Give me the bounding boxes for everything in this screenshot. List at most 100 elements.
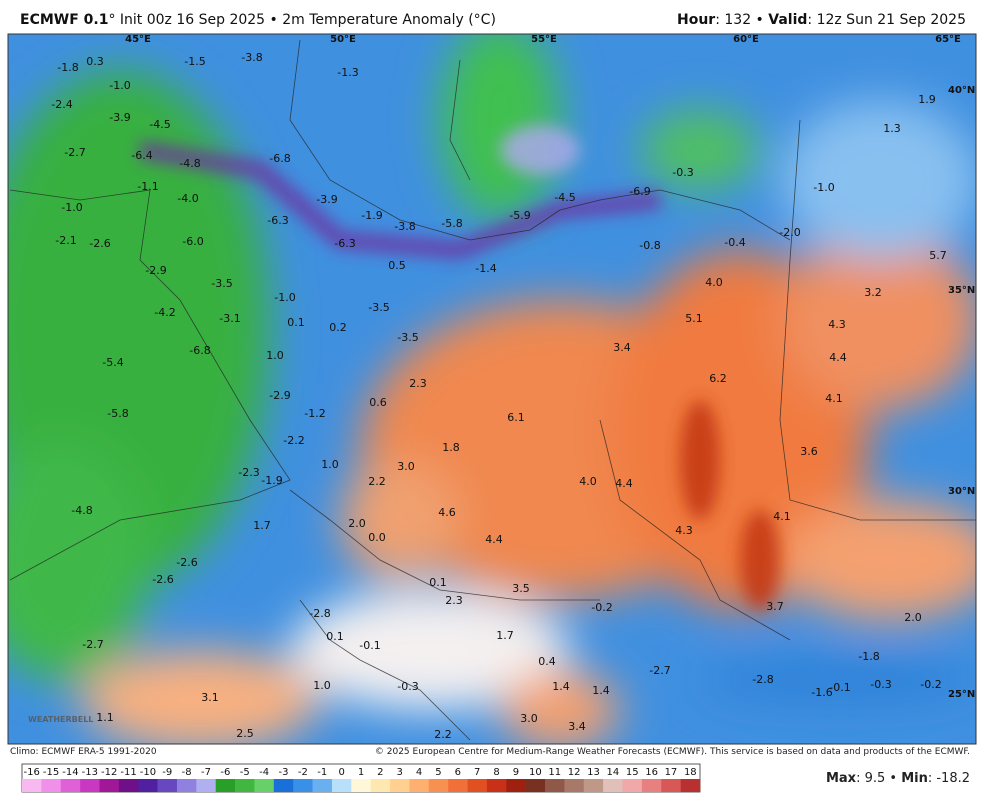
anomaly-label: -1.4: [475, 262, 496, 275]
colorbar-tick-label: -15: [43, 767, 59, 778]
anomaly-label: -0.1: [829, 681, 850, 694]
colorbar-tick-label: 3: [397, 767, 403, 778]
anomaly-label: 1.4: [552, 680, 570, 693]
valid-value: : 12z Sun 21 Sep 2025: [807, 12, 966, 28]
valid-info: Hour: 132 • Valid: 12z Sun 21 Sep 2025: [677, 12, 966, 28]
longitude-label: 50°E: [330, 34, 356, 45]
colorbar-cell: [564, 779, 585, 792]
latitude-label: 25°N: [948, 689, 975, 700]
anomaly-label: 4.0: [705, 276, 723, 289]
anomaly-label: -3.5: [211, 277, 232, 290]
colorbar-cell: [641, 779, 662, 792]
anomaly-label: 2.2: [368, 475, 386, 488]
anomaly-label: 0.1: [429, 576, 447, 589]
colorbar-cell: [118, 779, 139, 792]
title-rest: ° Init 00z 16 Sep 2025 • 2m Temperature …: [108, 12, 496, 28]
anomaly-label: -0.2: [591, 601, 612, 614]
colorbar-cell: [196, 779, 217, 792]
colorbar-tick-label: 18: [684, 767, 697, 778]
colorbar-cell: [331, 779, 352, 792]
anomaly-label: -6.0: [182, 235, 203, 248]
anomaly-label: -1.8: [57, 61, 78, 74]
anomaly-label: -3.8: [394, 220, 415, 233]
anomaly-label: -1.3: [337, 66, 358, 79]
anomaly-label: -1.0: [813, 181, 834, 194]
anomaly-label: -1.5: [184, 55, 205, 68]
colorbar-cell: [603, 779, 623, 792]
anomaly-label: 2.2: [434, 728, 452, 741]
anomaly-label: -5.9: [509, 209, 530, 222]
colorbar-tick-label: 17: [665, 767, 678, 778]
anomaly-label: 1.0: [313, 679, 331, 692]
anomaly-label: 4.6: [438, 506, 456, 519]
anomaly-label: -1.8: [858, 650, 879, 663]
anomaly-label: -1.0: [109, 79, 130, 92]
anomaly-label: 3.0: [520, 712, 538, 725]
colorbar-tick-label: 11: [548, 767, 561, 778]
anomaly-label: -3.5: [397, 331, 418, 344]
colorbar-tick-label: -8: [182, 767, 192, 778]
colorbar-cell: [390, 779, 410, 792]
anomaly-label: -4.0: [177, 192, 198, 205]
anomaly-label: -4.2: [154, 306, 175, 319]
anomaly-label: 1.0: [266, 349, 284, 362]
colorbar-tick-label: 6: [455, 767, 461, 778]
max-value: : 9.5 •: [856, 771, 902, 786]
colorbar-cell: [351, 779, 371, 792]
anomaly-label: 1.7: [496, 629, 514, 642]
anomaly-label: -4.8: [179, 157, 200, 170]
anomaly-label: 3.6: [800, 445, 818, 458]
colorbar-cell: [370, 779, 391, 792]
anomaly-label: -0.1: [359, 639, 380, 652]
min-label: Min: [901, 771, 928, 786]
colorbar-tick-label: -6: [220, 767, 230, 778]
anomaly-label: 0.3: [86, 55, 104, 68]
colorbar-tick-label: -9: [162, 767, 172, 778]
anomaly-label: -4.5: [554, 191, 575, 204]
copyright: © 2025 European Centre for Medium-Range …: [374, 747, 970, 757]
anomaly-label: -1.9: [261, 474, 282, 487]
anomaly-label: 3.1: [201, 691, 219, 704]
longitude-label: 65°E: [935, 34, 961, 45]
colorbar-tick-label: -5: [240, 767, 250, 778]
anomaly-label: -0.4: [724, 236, 745, 249]
colorbar-tick-label: -1: [317, 767, 327, 778]
anomaly-label: -6.3: [334, 237, 355, 250]
anomaly-label: -0.8: [639, 239, 660, 252]
anomaly-label: 4.0: [579, 475, 597, 488]
anomaly-label: -2.6: [152, 573, 173, 586]
anomaly-label: 6.1: [507, 411, 525, 424]
anomaly-label: -6.8: [189, 344, 210, 357]
anomaly-label: -1.2: [304, 407, 325, 420]
anomaly-label: 0.1: [326, 630, 344, 643]
colorbar-cell: [661, 779, 681, 792]
anomaly-label: 3.4: [568, 720, 586, 733]
anomaly-label: -6.8: [269, 152, 290, 165]
colorbar-tick-label: -11: [120, 767, 136, 778]
anomaly-label: 5.7: [929, 249, 947, 262]
anomaly-label: 4.1: [773, 510, 791, 523]
anomaly-label: 6.2: [709, 372, 727, 385]
anomaly-label: 0.5: [388, 259, 406, 272]
anomaly-label: 5.1: [685, 312, 703, 325]
anomaly-label: -2.6: [176, 556, 197, 569]
colorbar-cell: [622, 779, 643, 792]
colorbar-cell: [41, 779, 62, 792]
colorbar-tick-label: -13: [82, 767, 98, 778]
anomaly-label: 2.5: [236, 727, 254, 740]
max-min: Max: 9.5 • Min: -18.2: [826, 771, 970, 786]
colorbar-cell: [176, 779, 197, 792]
colorbar-tick-label: -12: [101, 767, 117, 778]
anomaly-label: -1.1: [137, 180, 158, 193]
map-frame: [7, 33, 977, 745]
map-field: [8, 34, 976, 744]
anomaly-label: 1.9: [918, 93, 936, 106]
anomaly-label: 3.0: [397, 460, 415, 473]
anomaly-label: -0.3: [397, 680, 418, 693]
climo-note: Climo: ECMWF ERA-5 1991-2020: [10, 747, 157, 757]
colorbar-tick-label: 4: [416, 767, 422, 778]
anomaly-label: 0.2: [329, 321, 347, 334]
anomaly-label: -2.8: [752, 673, 773, 686]
colorbar-cell: [235, 779, 255, 792]
